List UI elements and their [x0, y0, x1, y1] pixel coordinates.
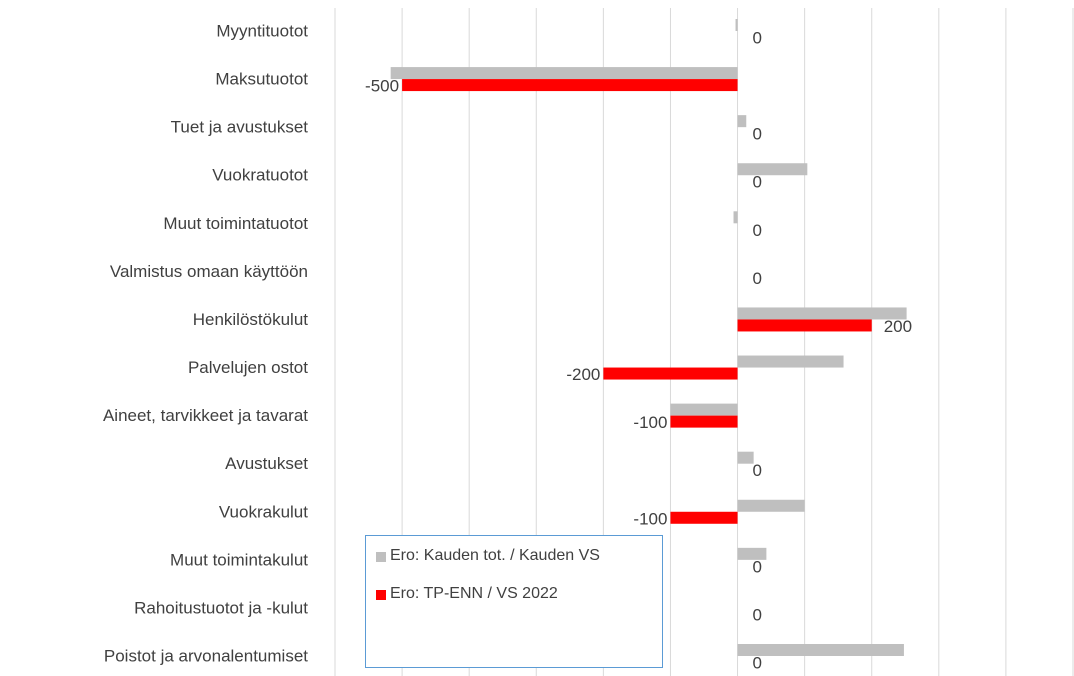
- y-tick-label: Muut toimintakulut: [170, 550, 308, 569]
- y-tick-label: Valmistus omaan käyttöön: [110, 262, 308, 281]
- legend-swatch: [376, 552, 386, 562]
- legend-label: Ero: TP-ENN / VS 2022: [390, 585, 558, 602]
- bar: [390, 67, 738, 80]
- legend-label: Ero: Kauden tot. / Kauden VS: [390, 547, 600, 564]
- y-tick-label: Henkilöstökulut: [193, 310, 309, 329]
- data-label: 0: [753, 28, 762, 47]
- data-label: 200: [884, 317, 912, 336]
- y-tick-label: Avustukset: [225, 454, 308, 473]
- bar: [670, 415, 738, 428]
- data-label: -100: [633, 509, 667, 528]
- y-tick-label: Myyntituotot: [216, 21, 308, 40]
- legend-item: Ero: TP-ENN / VS 2022: [376, 582, 652, 606]
- bar: [737, 319, 872, 332]
- y-tick-label: Vuokrakulut: [219, 502, 308, 521]
- y-tick-label: Tuet ja avustukset: [171, 118, 309, 137]
- data-label: -200: [566, 365, 600, 384]
- legend-item: Ero: Kauden tot. / Kauden VS: [376, 544, 652, 568]
- legend-swatch: [376, 590, 386, 600]
- bar: [603, 367, 738, 380]
- legend: Ero: Kauden tot. / Kauden VS Ero: TP-ENN …: [365, 535, 663, 668]
- bar: [737, 499, 805, 512]
- bar: [737, 451, 754, 464]
- data-label: 0: [753, 125, 762, 144]
- bar: [737, 115, 747, 128]
- data-label: 0: [753, 557, 762, 576]
- bar: [737, 307, 907, 320]
- y-tick-label: Poistot ja arvonalentumiset: [104, 646, 308, 665]
- data-label: 0: [753, 653, 762, 672]
- bar: [737, 644, 904, 656]
- y-tick-label: Vuokratuotot: [212, 166, 308, 185]
- data-label: 0: [753, 173, 762, 192]
- data-label: 0: [753, 605, 762, 624]
- bar: [733, 211, 738, 224]
- bar: [670, 511, 738, 524]
- y-tick-label: Palvelujen ostot: [188, 358, 308, 377]
- y-tick-label: Maksutuotot: [215, 70, 308, 89]
- y-tick-label: Aineet, tarvikkeet ja tavarat: [103, 406, 308, 425]
- data-label: -500: [365, 77, 399, 96]
- data-label: 0: [753, 221, 762, 240]
- data-label: 0: [753, 269, 762, 288]
- bar: [737, 547, 767, 560]
- y-tick-label: Muut toimintatuotot: [163, 214, 308, 233]
- bar: [737, 163, 808, 176]
- y-tick-label: Rahoitustuotot ja -kulut: [134, 598, 308, 617]
- bar: [737, 355, 844, 368]
- data-label: 0: [753, 461, 762, 480]
- data-label: -100: [633, 413, 667, 432]
- bar: [735, 19, 738, 31]
- bar: [670, 403, 738, 416]
- bar: [402, 79, 738, 92]
